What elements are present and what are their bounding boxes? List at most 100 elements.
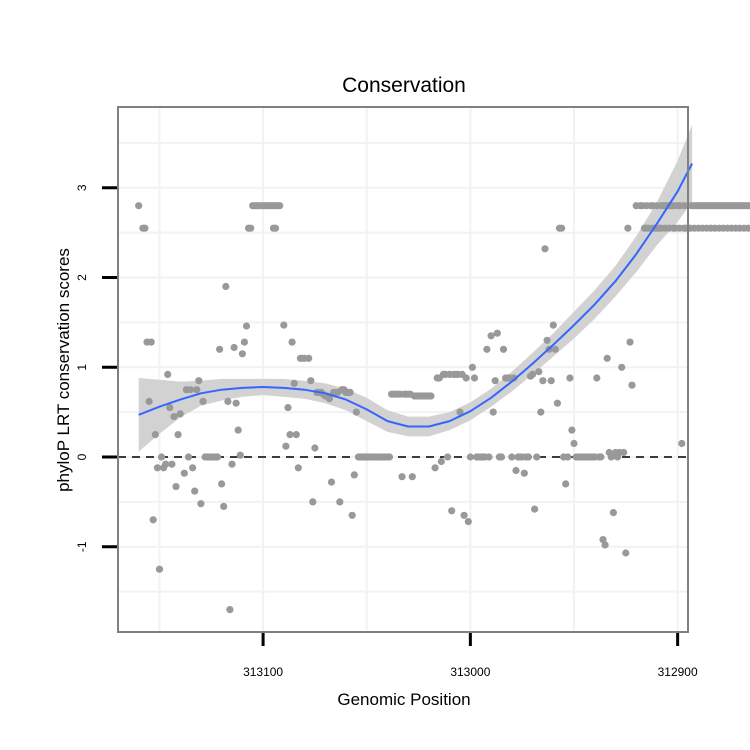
data-point [236,451,244,459]
data-point [628,381,636,389]
data-point [547,377,555,385]
data-point [385,453,394,461]
data-point [541,245,549,253]
data-point [746,202,750,210]
data-point [568,426,576,434]
data-point [147,338,155,346]
data-point [286,431,294,439]
data-point [141,224,149,232]
chart-title: Conservation [342,74,466,97]
data-point [657,202,665,210]
data-point [622,549,630,557]
data-point [566,374,574,382]
data-point [145,397,153,405]
data-point [493,329,501,337]
data-point [398,473,406,481]
data-point [462,374,470,382]
data-point [626,338,634,346]
data-point [620,448,628,457]
plot-panel [117,106,750,633]
data-point [437,457,445,466]
data-point [539,377,547,385]
data-point [483,345,491,353]
data-point [609,508,618,517]
data-point [294,464,302,472]
data-point [680,224,688,232]
data-point [533,453,541,461]
data-point [562,480,570,488]
data-point [218,480,226,488]
data-point [162,460,170,468]
data-point [288,338,296,346]
data-point [305,354,313,362]
data-point [276,202,284,210]
data-point [456,408,464,416]
x-axis-label: Genomic Position [337,690,470,709]
data-point [669,202,678,210]
data-point [624,224,632,232]
y-axis-label: phyloP LRT conservation scores [54,248,73,492]
data-point [352,408,360,416]
data-point [226,606,234,614]
data-point [543,336,551,344]
data-point [157,453,166,461]
data-point [520,469,528,477]
data-point [172,483,180,491]
data-point [607,453,615,461]
data-point [499,345,508,353]
data-point [164,370,172,378]
data-point [195,377,203,385]
data-point [220,502,228,510]
data-points [135,202,750,614]
data-point [491,377,499,385]
data-point [216,345,224,353]
data-point [234,426,242,434]
data-point [282,442,290,450]
data-point [247,224,255,232]
data-point [166,404,174,412]
data-point [487,332,495,340]
data-point [570,439,578,448]
data-point [564,453,572,461]
data-point [427,392,435,400]
data-point [448,507,456,515]
data-point [468,363,476,371]
data-point [232,399,240,407]
data-point [531,505,539,513]
data-point [535,368,543,376]
data-point [307,377,315,385]
data-point [280,321,288,329]
data-point [174,431,182,439]
data-point [485,453,493,461]
y-tick-label: 0 [75,453,89,460]
data-point [348,511,356,519]
data-point [553,399,562,407]
data-point [466,453,474,461]
y-tick-label: 2 [75,274,89,281]
panel-background [118,107,688,632]
data-point [558,224,566,232]
data-point [199,397,207,405]
smooth-trend-line [138,163,693,428]
data-point [155,565,164,573]
data-point [508,453,516,461]
data-point [184,453,193,461]
data-point [238,350,246,358]
data-point [224,397,232,405]
data-point [346,388,354,396]
data-point [336,498,344,506]
data-point [191,487,199,495]
data-point [460,511,468,519]
data-point [744,224,750,232]
x-tick-label: 313000 [450,665,490,679]
data-point [168,460,176,468]
data-point [642,202,651,210]
data-point [665,224,673,232]
data-point [271,224,280,232]
panel-border [117,106,689,633]
data-point [284,404,292,412]
data-point [189,464,197,472]
y-axis: -1 0 1 2 3 [75,184,117,552]
data-point [676,202,684,210]
